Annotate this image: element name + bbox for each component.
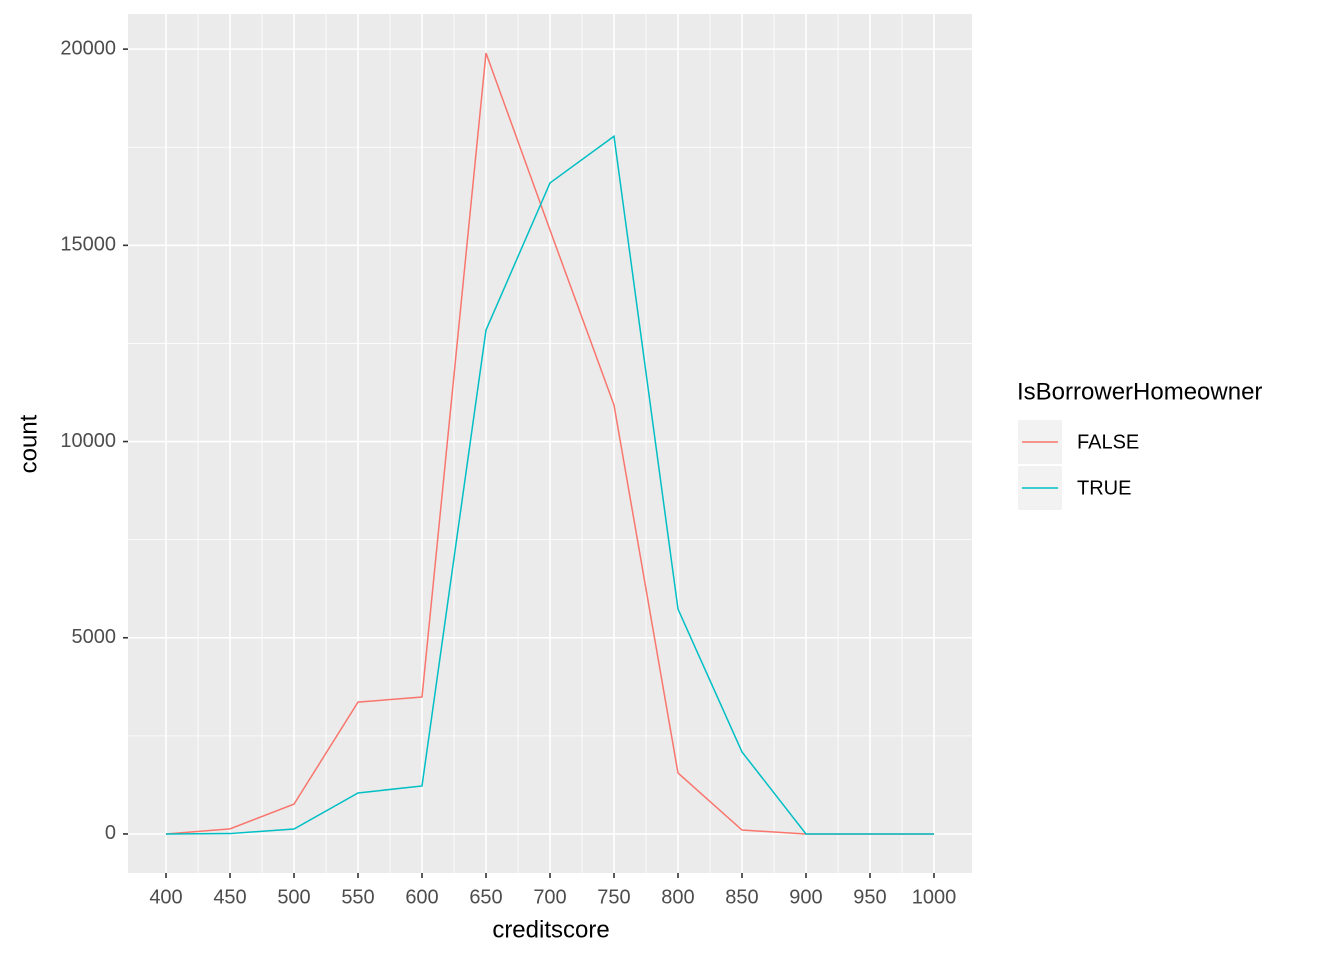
x-tick-label: 500 [277, 886, 310, 908]
legend-title: IsBorrowerHomeowner [1017, 378, 1262, 405]
y-tick-label: 15000 [60, 234, 116, 256]
y-tick-label: 5000 [72, 626, 117, 648]
x-tick-label: 550 [341, 886, 374, 908]
y-tick-label: 0 [105, 822, 116, 844]
x-tick-label: 600 [405, 886, 438, 908]
x-tick-label: 400 [149, 886, 182, 908]
series-line [166, 134, 934, 835]
y-tick-label: 20000 [60, 37, 116, 59]
x-tick-label: 1000 [912, 886, 957, 908]
legend-label: TRUE [1077, 477, 1131, 499]
x-tick-label: 800 [661, 886, 694, 908]
x-tick-label: 900 [789, 886, 822, 908]
x-axis-title: creditscore [492, 916, 609, 943]
x-tick-label: 850 [725, 886, 758, 908]
x-tick-label: 750 [597, 886, 630, 908]
x-tick-label: 700 [533, 886, 566, 908]
y-axis-title: count [15, 414, 42, 473]
x-tick-label: 450 [213, 886, 246, 908]
x-tick-label: 650 [469, 886, 502, 908]
x-tick-label: 950 [853, 886, 886, 908]
legend-label: FALSE [1077, 431, 1139, 453]
y-tick-label: 10000 [60, 430, 116, 452]
